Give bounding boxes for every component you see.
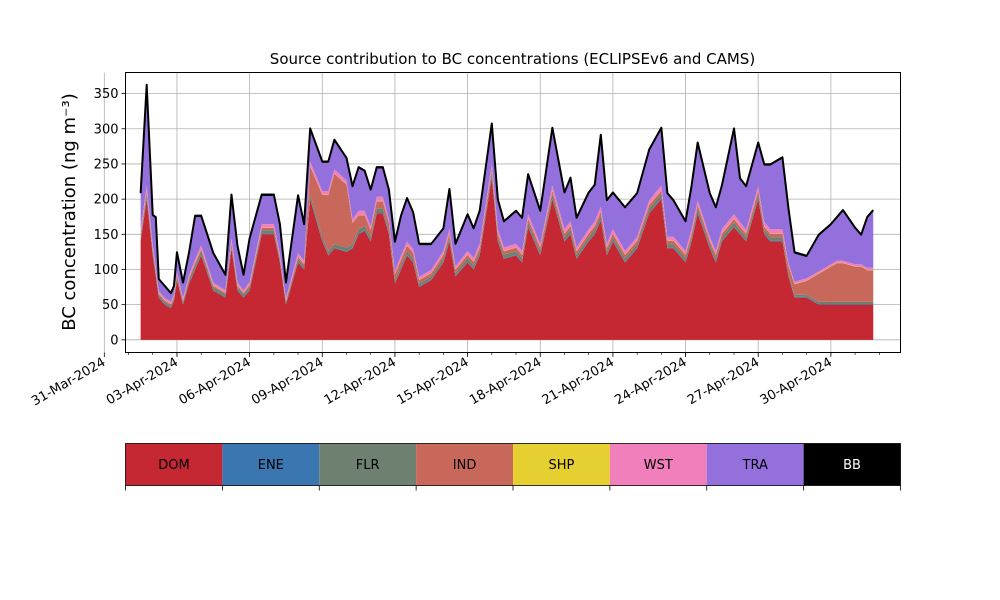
- y-tick-label: 150: [94, 228, 119, 243]
- x-tick-label: 24-Apr-2024: [612, 355, 689, 408]
- x-tick-label: 31-Mar-2024: [29, 355, 108, 409]
- y-tick-label: 300: [94, 122, 119, 137]
- y-tick-label: 350: [94, 87, 119, 102]
- area-ind: [140, 166, 874, 306]
- legend-swatch-wst: [609, 443, 707, 486]
- legend-swatch-bb: [803, 443, 901, 486]
- legend-label: SHP: [549, 458, 575, 473]
- legend-label: WST: [644, 458, 673, 473]
- x-tick-label: 06-Apr-2024: [177, 355, 254, 408]
- x-tick-label: 18-Apr-2024: [467, 355, 544, 408]
- legend-label: IND: [453, 458, 477, 473]
- chart-title: Source contribution to BC concentrations…: [270, 50, 755, 68]
- x-tick-label: 03-Apr-2024: [104, 355, 181, 408]
- x-tick-label: 09-Apr-2024: [249, 355, 326, 408]
- x-tick-label: 30-Apr-2024: [758, 355, 835, 408]
- legend-swatch-shp: [513, 443, 610, 486]
- legend-swatch-tra: [706, 443, 804, 486]
- y-tick-label: 50: [102, 298, 119, 313]
- legend-label: FLR: [356, 458, 380, 473]
- area-tra: [140, 86, 874, 302]
- x-tick-label: 15-Apr-2024: [394, 355, 471, 408]
- legend-swatch-flr: [319, 443, 417, 486]
- legend-label: ENE: [258, 458, 284, 473]
- y-tick-label: 200: [94, 193, 119, 208]
- y-tick-label: 0: [110, 333, 118, 348]
- legend-label: TRA: [742, 458, 768, 473]
- legend-frame: [125, 443, 901, 486]
- x-tick-label: 27-Apr-2024: [685, 355, 762, 408]
- stacked-areas: [139, 83, 875, 340]
- area-dom: [140, 178, 874, 340]
- legend-swatch-ene: [222, 443, 320, 486]
- x-tick-label: 21-Apr-2024: [540, 355, 617, 408]
- legend-label: BB: [843, 458, 861, 473]
- y-tick-label: 250: [94, 157, 119, 172]
- x-axis: 31-Mar-202403-Apr-202406-Apr-202409-Apr-…: [29, 352, 880, 409]
- y-axis: 0 50 100 150 200 250 300 350: [94, 87, 126, 348]
- plot-frame: [125, 72, 901, 353]
- legend: DOM ENE FLR IND SHP WST TRA BB: [125, 443, 901, 491]
- area-bb-outline: [139, 83, 875, 295]
- y-tick-label: 100: [94, 263, 119, 278]
- y-axis-label: BC concentration (ng m⁻³): [59, 93, 80, 331]
- x-tick-label: 12-Apr-2024: [322, 355, 399, 408]
- legend-swatch-dom: [125, 443, 223, 486]
- legend-swatch-ind: [416, 443, 513, 486]
- legend-label: DOM: [158, 458, 189, 473]
